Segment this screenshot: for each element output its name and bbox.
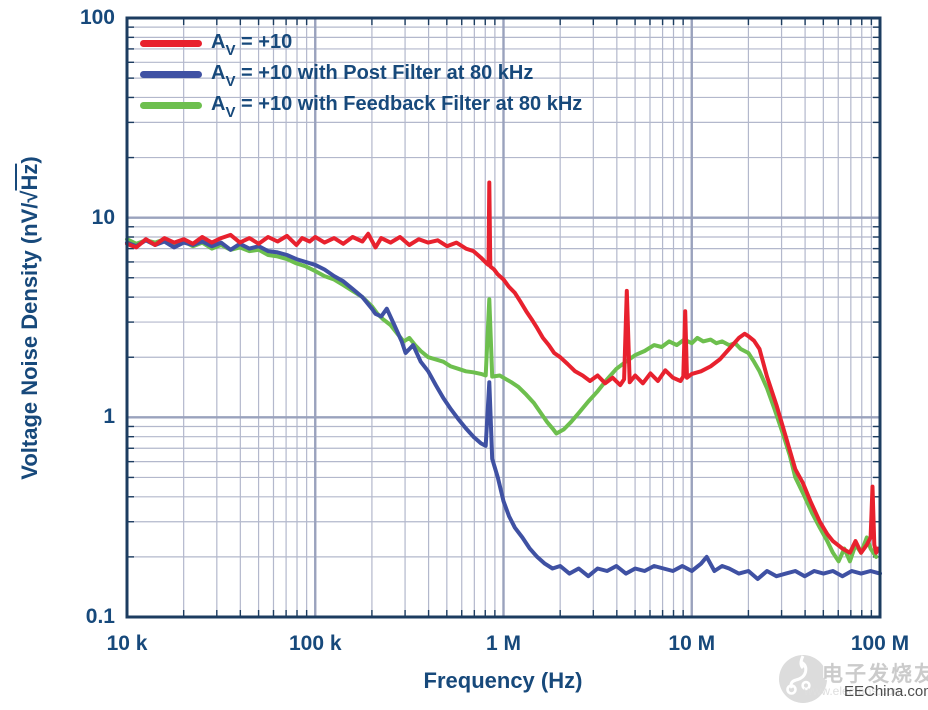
legend-swatch-blue — [140, 71, 202, 78]
y-tick-label: 1 — [103, 405, 115, 429]
y-tick-label: 100 — [79, 6, 115, 29]
curve-post-filter — [125, 238, 882, 581]
legend-label: AV = +10 with Post Filter at 80 kHz — [211, 61, 534, 90]
y-axis-title: Voltage Noise Density (nV/√Hz) — [17, 156, 42, 480]
legend-swatch-green — [140, 102, 202, 109]
legend: AV = +10 AV = +10 with Post Filter at 80… — [140, 28, 582, 121]
x-tick-label: 10 k — [106, 632, 148, 655]
legend-label: AV = +10 with Feedback Filter at 80 kHz — [211, 92, 583, 121]
elecfans-logo-icon — [779, 655, 827, 703]
legend-label: AV = +10 — [211, 30, 293, 59]
legend-item-feedback-filter: AV = +10 with Feedback Filter at 80 kHz — [140, 90, 582, 121]
plot-frame — [125, 16, 882, 619]
legend-swatch-red — [140, 40, 202, 47]
curve-feedback-filter — [125, 237, 879, 564]
x-tick-label: 1 M — [485, 632, 522, 655]
watermark-url-text: www.elecfans.com — [804, 684, 904, 698]
legend-item-av10: AV = +10 — [140, 28, 582, 59]
x-tick-label: 100 k — [288, 632, 342, 655]
x-tick-label: 10 M — [668, 632, 716, 655]
x-axis-title: Frequency (Hz) — [423, 668, 583, 693]
watermark-cn-text: 电子发烧友 — [822, 663, 928, 686]
watermark-site-text: EEChina.com — [844, 683, 928, 700]
curve-av10 — [125, 180, 881, 555]
y-tick-label: 0.1 — [85, 605, 115, 628]
y-tick-label: 10 — [91, 205, 115, 229]
x-tick-label: 100 M — [850, 632, 910, 655]
watermark: 电子发烧友 www.elecfans.com EEChina.com — [778, 650, 928, 708]
legend-item-post-filter: AV = +10 with Post Filter at 80 kHz — [140, 59, 582, 90]
